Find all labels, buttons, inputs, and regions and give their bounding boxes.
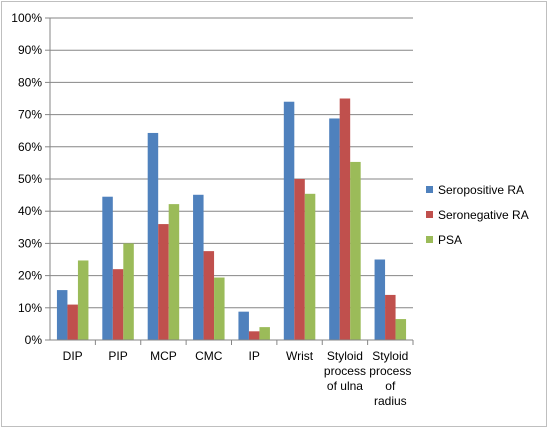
bar-seropositive-ra xyxy=(193,194,204,340)
y-tick-label: 80% xyxy=(18,75,42,89)
y-tick-label: 60% xyxy=(18,140,42,154)
x-axis: DIP PIP MCP CMC IP Wrist Styloid process of ulna… xyxy=(50,339,414,408)
x-category-label: Wrist xyxy=(286,349,314,363)
x-category-label: CMC xyxy=(195,349,223,363)
x-category-label-line: Styloid xyxy=(372,349,408,363)
x-category-label-line: MCP xyxy=(150,349,177,363)
legend-label: Seronegative RA xyxy=(438,208,529,222)
bar-seropositive-ra xyxy=(238,311,249,340)
legend-swatch xyxy=(426,236,433,243)
x-category-label-line: of xyxy=(385,379,396,393)
x-category-label: PIP xyxy=(108,349,127,363)
bar-seronegative-ra xyxy=(294,179,305,340)
x-category-label: Styloid process of radius xyxy=(369,349,411,408)
bar-seronegative-ra xyxy=(339,98,351,340)
legend-label: Seropositive RA xyxy=(438,183,524,197)
y-tick-label: 40% xyxy=(18,204,42,218)
x-category-label-line: Wrist xyxy=(286,349,314,363)
legend-swatch xyxy=(426,211,433,218)
x-category-label-line: DIP xyxy=(63,349,83,363)
bar-seropositive-ra xyxy=(374,259,386,340)
bar-psa xyxy=(259,327,270,340)
y-tick-label: 50% xyxy=(18,172,42,186)
x-category-label: Styloid process of ulna xyxy=(324,349,366,393)
bars xyxy=(56,98,407,341)
legend-label: PSA xyxy=(438,233,462,247)
bar-seronegative-ra xyxy=(112,269,124,340)
bar-psa xyxy=(350,161,361,340)
legend: Seropositive RA Seronegative RA PSA xyxy=(426,183,529,247)
x-category-label: MCP xyxy=(150,349,177,363)
legend-swatch xyxy=(426,186,433,193)
y-axis: 0% 10% 20% 30% 40% 50% 60% 70% 80% 90% 100% xyxy=(11,11,51,347)
y-tick-label: 90% xyxy=(18,43,42,57)
bar-psa xyxy=(168,204,180,340)
bar-psa xyxy=(77,260,89,340)
x-category-label-line: process xyxy=(369,364,411,378)
bar-seronegative-ra xyxy=(203,251,215,340)
y-tick-label: 70% xyxy=(18,108,42,122)
y-tick-label: 30% xyxy=(18,236,42,250)
x-category-label: DIP xyxy=(63,349,83,363)
bar-psa xyxy=(214,277,225,340)
x-category-label: IP xyxy=(249,349,260,363)
x-category-label-line: Styloid xyxy=(327,349,363,363)
bar-seronegative-ra xyxy=(385,294,396,340)
bar-seropositive-ra xyxy=(329,118,340,341)
bar-seropositive-ra xyxy=(147,132,159,340)
bar-seropositive-ra xyxy=(56,290,68,340)
bar-seropositive-ra xyxy=(283,101,295,340)
x-category-label-line: IP xyxy=(249,349,260,363)
bar-seropositive-ra xyxy=(102,196,113,340)
bar-seronegative-ra xyxy=(248,331,260,340)
bar-seronegative-ra xyxy=(67,304,78,340)
bar-seronegative-ra xyxy=(158,224,169,340)
x-category-label-line: PIP xyxy=(108,349,127,363)
y-tick-label: 100% xyxy=(11,11,42,25)
x-category-label-line: of ulna xyxy=(327,379,363,393)
x-category-label-line: process xyxy=(324,364,366,378)
x-category-label-line: CMC xyxy=(195,349,223,363)
x-category-label-line: radius xyxy=(374,394,407,408)
y-tick-label: 20% xyxy=(18,269,42,283)
y-tick-label: 10% xyxy=(18,301,42,315)
bar-psa xyxy=(304,193,316,340)
y-tick-label: 0% xyxy=(25,333,43,347)
bar-psa xyxy=(123,243,134,340)
bar-psa xyxy=(395,319,407,340)
